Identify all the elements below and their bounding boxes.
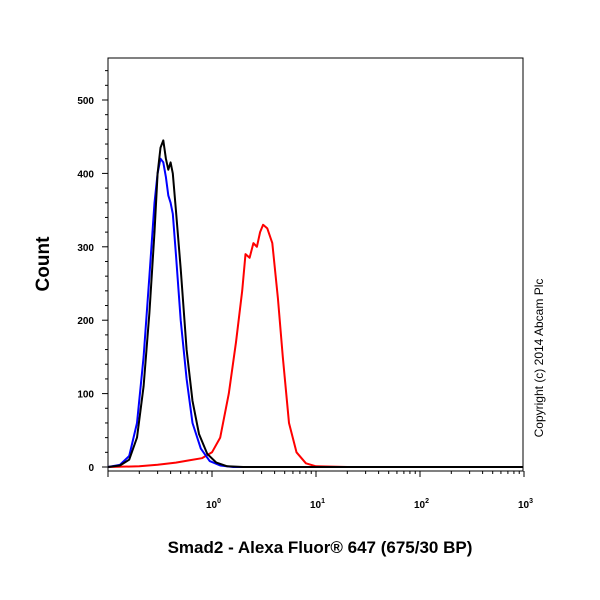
x-tick-label: 101 [310,498,325,511]
x-tick-label: 100 [206,498,221,511]
plot-frame [107,57,524,472]
y-tick-label: 0 [88,463,94,474]
x-axis-ticks: 100 101 102 103 [107,471,533,511]
series-layer [107,139,523,468]
y-tick-label: 500 [77,96,94,107]
x-tick-label: 102 [414,498,429,511]
histogram-series-2 [107,139,523,468]
copyright-text: Copyright (c) 2014 Abcam Plc [532,279,546,438]
x-tick-label: 103 [518,498,533,511]
y-tick-label: 300 [77,243,94,254]
y-tick-label: 200 [77,316,94,327]
y-axis-title: Count [33,236,54,292]
y-axis-ticks: 0 100 200 300 400 500 [77,70,108,474]
histogram-series-0 [107,223,523,468]
x-axis-title: Smad2 - Alexa Fluor® 647 (675/30 BP) [168,538,473,557]
histogram-series-1 [107,157,523,468]
y-tick-label: 400 [77,169,94,180]
y-tick-label: 100 [77,390,94,401]
